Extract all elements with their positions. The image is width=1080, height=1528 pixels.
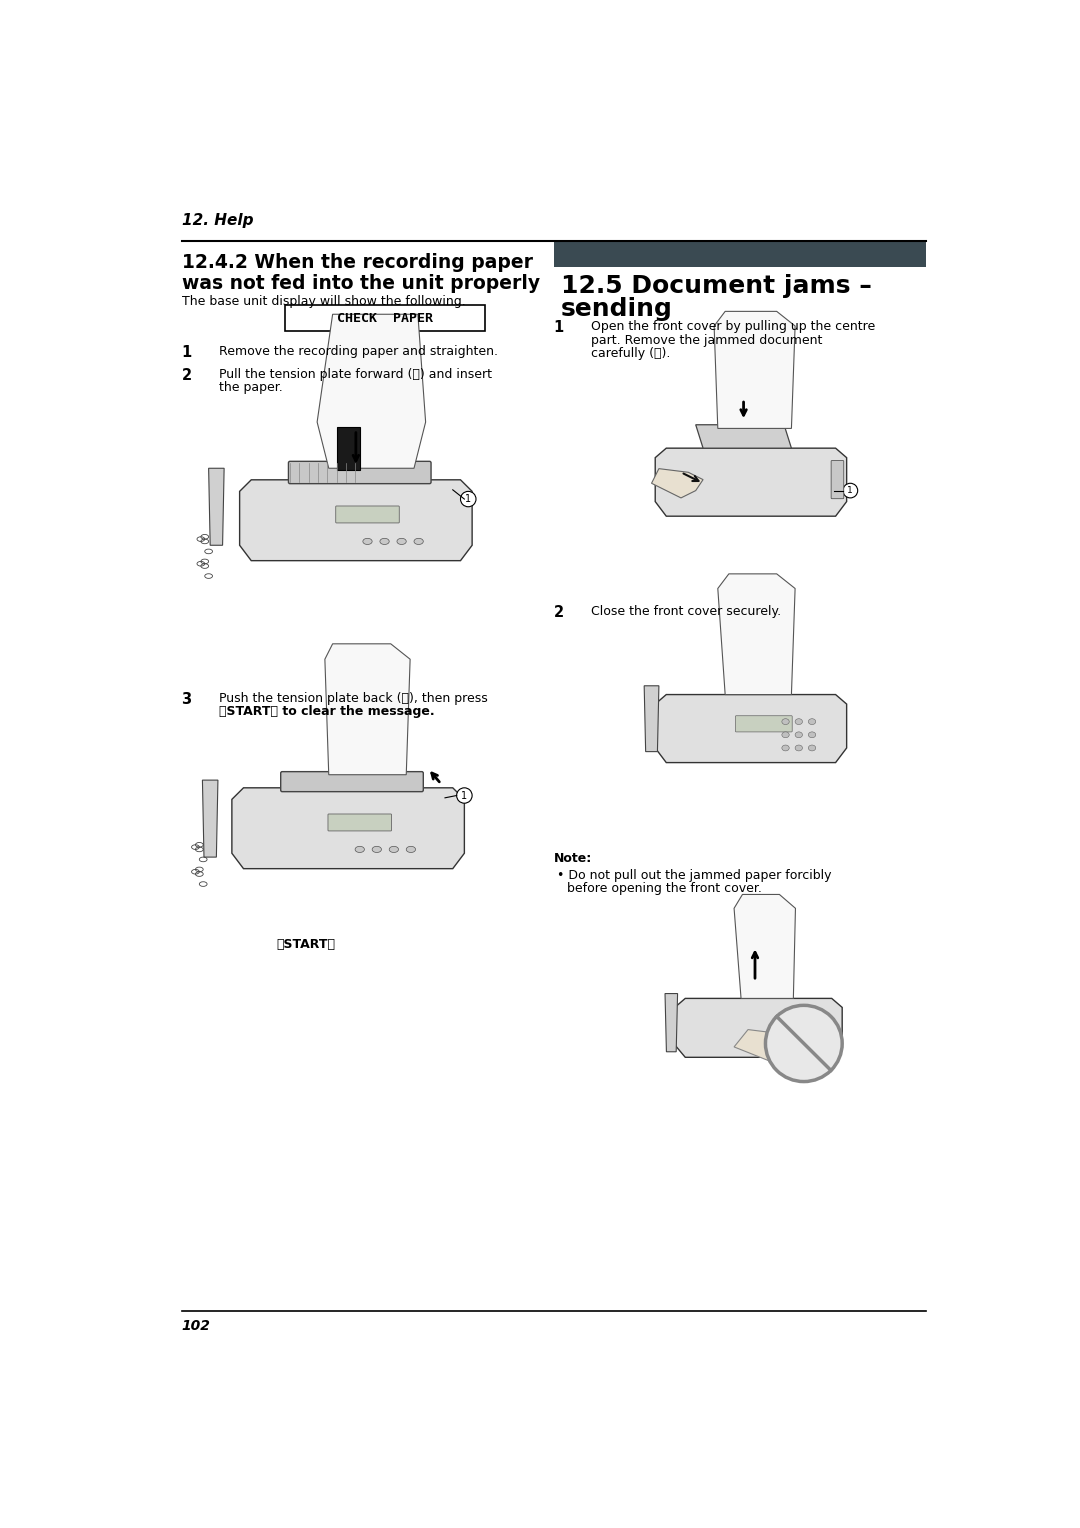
- Text: 【START】: 【START】: [276, 938, 335, 950]
- FancyBboxPatch shape: [735, 715, 793, 732]
- Polygon shape: [656, 695, 847, 762]
- Polygon shape: [696, 425, 792, 448]
- Text: sending: sending: [562, 298, 673, 321]
- Text: • Do not pull out the jammed paper forcibly: • Do not pull out the jammed paper forci…: [557, 868, 832, 882]
- Ellipse shape: [380, 538, 389, 544]
- Text: 2: 2: [554, 605, 564, 620]
- Text: Remove the recording paper and straighten.: Remove the recording paper and straighte…: [218, 345, 498, 358]
- Ellipse shape: [782, 732, 789, 738]
- Text: 3: 3: [181, 692, 191, 706]
- Text: 2: 2: [181, 368, 191, 384]
- Text: 12. Help: 12. Help: [181, 212, 253, 228]
- Text: The base unit display will show the following.: The base unit display will show the foll…: [181, 295, 465, 309]
- Ellipse shape: [397, 538, 406, 544]
- Polygon shape: [325, 643, 410, 775]
- Text: 1: 1: [465, 494, 471, 504]
- Text: Note:: Note:: [554, 851, 592, 865]
- Polygon shape: [318, 315, 426, 468]
- FancyBboxPatch shape: [832, 460, 843, 498]
- Ellipse shape: [389, 847, 399, 853]
- Text: 1: 1: [461, 790, 468, 801]
- Text: 【START】 to clear the message.: 【START】 to clear the message.: [218, 706, 434, 718]
- Text: 1: 1: [181, 345, 192, 361]
- Ellipse shape: [795, 746, 802, 750]
- FancyBboxPatch shape: [336, 506, 400, 523]
- Ellipse shape: [457, 788, 472, 804]
- Ellipse shape: [808, 746, 815, 750]
- Bar: [337, 428, 360, 469]
- Polygon shape: [734, 894, 796, 998]
- Ellipse shape: [406, 847, 416, 853]
- Text: Open the front cover by pulling up the centre: Open the front cover by pulling up the c…: [591, 321, 875, 333]
- Text: 102: 102: [181, 1319, 211, 1332]
- Polygon shape: [232, 788, 464, 868]
- Text: 12.4.2 When the recording paper: 12.4.2 When the recording paper: [181, 252, 532, 272]
- Ellipse shape: [843, 483, 858, 498]
- Polygon shape: [714, 312, 795, 428]
- Polygon shape: [240, 480, 472, 561]
- Text: was not fed into the unit properly: was not fed into the unit properly: [181, 274, 540, 293]
- Ellipse shape: [782, 746, 789, 750]
- Text: 12.5 Document jams –: 12.5 Document jams –: [562, 274, 873, 298]
- Text: 1: 1: [848, 486, 853, 495]
- Text: before opening the front cover.: before opening the front cover.: [567, 882, 762, 895]
- Ellipse shape: [782, 718, 789, 724]
- Ellipse shape: [808, 732, 815, 738]
- Text: Push the tension plate back (ⓨ), then press: Push the tension plate back (ⓨ), then pr…: [218, 692, 487, 704]
- Polygon shape: [675, 998, 842, 1057]
- Polygon shape: [651, 469, 703, 498]
- Ellipse shape: [808, 718, 815, 724]
- Text: the paper.: the paper.: [218, 382, 283, 394]
- Text: CHECK  PAPER: CHECK PAPER: [337, 312, 433, 324]
- Ellipse shape: [355, 847, 364, 853]
- Ellipse shape: [363, 538, 373, 544]
- Polygon shape: [202, 781, 218, 857]
- Ellipse shape: [414, 538, 423, 544]
- Text: Close the front cover securely.: Close the front cover securely.: [591, 605, 781, 619]
- FancyBboxPatch shape: [328, 814, 392, 831]
- Ellipse shape: [373, 847, 381, 853]
- Ellipse shape: [795, 732, 802, 738]
- Polygon shape: [734, 1030, 797, 1060]
- Polygon shape: [208, 468, 225, 545]
- Bar: [554, 241, 926, 266]
- Ellipse shape: [795, 718, 802, 724]
- Polygon shape: [665, 993, 677, 1051]
- FancyBboxPatch shape: [288, 461, 431, 484]
- FancyBboxPatch shape: [284, 306, 485, 332]
- FancyBboxPatch shape: [281, 772, 423, 792]
- Text: part. Remove the jammed document: part. Remove the jammed document: [591, 333, 822, 347]
- Polygon shape: [644, 686, 659, 752]
- Text: 1: 1: [554, 321, 564, 336]
- Text: carefully (ⓨ).: carefully (ⓨ).: [591, 347, 670, 359]
- Ellipse shape: [766, 1005, 842, 1082]
- Ellipse shape: [460, 492, 476, 507]
- Polygon shape: [656, 448, 847, 516]
- Polygon shape: [718, 575, 795, 695]
- Text: Pull the tension plate forward (ⓨ) and insert: Pull the tension plate forward (ⓨ) and i…: [218, 368, 491, 380]
